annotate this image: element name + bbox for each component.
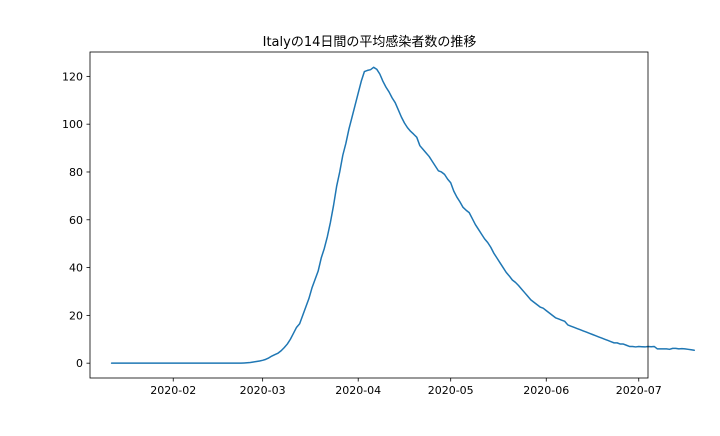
x-tick-label: 2020-04 [335,384,381,397]
y-tick-label: 80 [69,166,83,179]
y-tick-label: 0 [76,357,83,370]
x-tick-label: 2020-06 [523,384,569,397]
series-line [110,66,695,364]
plot-frame [89,51,649,379]
x-tick-label: 2020-03 [240,384,286,397]
y-tick-label: 20 [69,309,83,322]
y-tick-label: 40 [69,262,83,275]
x-tick-label: 2020-07 [616,384,662,397]
y-tick-label: 120 [62,70,83,83]
y-axis-ticks: 0 20 40 60 80 100 120 [62,70,90,370]
y-tick-label: 60 [69,214,83,227]
y-tick-label: 100 [62,118,83,131]
x-axis-ticks: 2020-02 2020-03 2020-04 2020-05 2020-06 2020-… [150,378,662,397]
x-tick-label: 2020-05 [428,384,474,397]
chart-title: Italyの14日間の平均感染者数の推移 [263,34,477,50]
x-tick-label: 2020-02 [150,384,196,397]
